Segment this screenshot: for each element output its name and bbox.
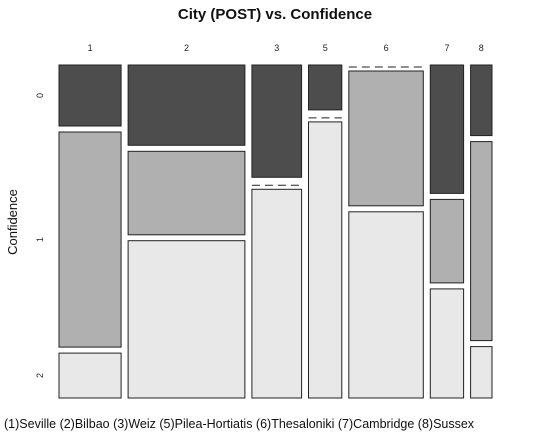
row-label-2: 2: [35, 373, 45, 378]
tile-col1-level1: [58, 131, 122, 348]
y-axis-label: Confidence: [5, 189, 20, 255]
column-label-6: 6: [384, 43, 389, 53]
column-label-8: 8: [479, 43, 484, 53]
column-labels: 1 2 3 5 6 7 8: [88, 43, 484, 53]
tile-col1-level2: [58, 352, 122, 399]
row-label-1: 1: [35, 237, 45, 242]
row-labels: 0 1 2: [35, 93, 45, 378]
tile-col8-level1: [470, 141, 493, 342]
tile-col2-level1: [127, 150, 246, 236]
column-label-3: 3: [274, 43, 279, 53]
chart-title: City (POST) vs. Confidence: [178, 6, 372, 23]
tile-col7-level0: [429, 64, 465, 194]
tile-col7-level1: [429, 198, 465, 284]
tile-col8-level0: [470, 64, 493, 137]
tile-col2-level2: [127, 240, 246, 399]
row-label-0: 0: [35, 93, 45, 98]
tile-col3-level2: [251, 188, 303, 399]
tile-col5-level2: [308, 121, 343, 399]
column-label-7: 7: [444, 43, 449, 53]
tile-col3-level0: [251, 64, 303, 178]
tile-col7-level2: [429, 288, 465, 399]
tile-col6-level2: [348, 211, 424, 399]
city-legend: (1)Seville (2)Bilbao (3)Weiz (5)Pilea-Ho…: [4, 417, 475, 431]
column-label-5: 5: [323, 43, 328, 53]
tile-col2-level0: [127, 64, 246, 146]
column-label-1: 1: [88, 43, 93, 53]
tile-col6-level1: [348, 70, 424, 207]
tile-col8-level2: [470, 346, 493, 399]
tile-col5-level0: [308, 64, 343, 111]
column-label-2: 2: [184, 43, 189, 53]
mosaic-tiles: [58, 64, 493, 399]
tile-col1-level0: [58, 64, 122, 127]
